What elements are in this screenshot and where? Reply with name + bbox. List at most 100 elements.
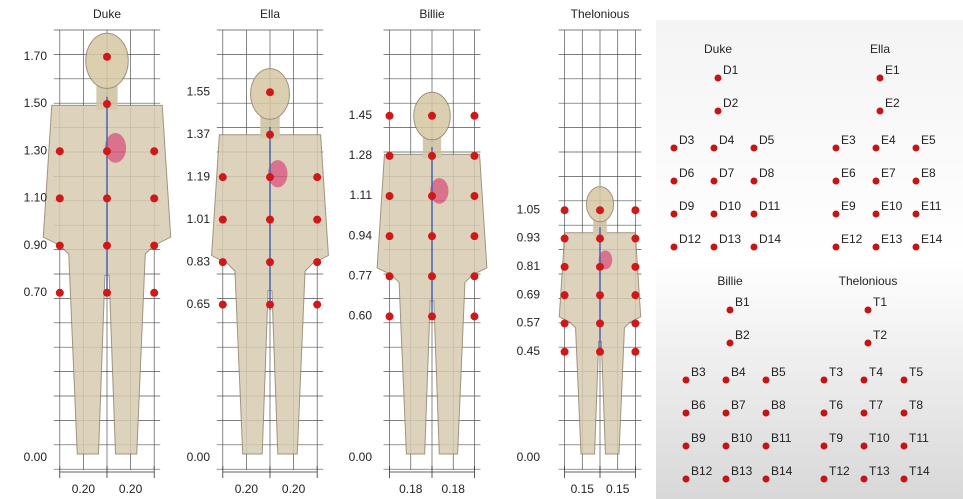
point-marker: [861, 410, 868, 417]
point-marker: [821, 443, 828, 450]
measure-point: [150, 147, 158, 155]
point-label: B10: [731, 431, 753, 445]
point-label: E12: [841, 232, 863, 246]
measure-point: [631, 291, 639, 299]
measure-point: [561, 235, 569, 243]
height-label: 0.83: [187, 254, 211, 268]
point-label: T7: [869, 398, 883, 412]
height-label: 1.55: [187, 84, 211, 98]
point-marker: [763, 377, 770, 384]
measure-point: [103, 53, 111, 61]
measure-point: [56, 289, 64, 297]
point-label: T1: [873, 295, 887, 309]
height-label: 0.00: [349, 450, 373, 464]
measure-point: [103, 100, 111, 108]
measure-point: [428, 112, 436, 120]
point-marker: [833, 244, 840, 251]
point-label: D5: [759, 133, 775, 147]
height-label: 0.00: [517, 450, 541, 464]
measure-point: [266, 173, 274, 181]
point-marker: [877, 108, 884, 115]
point-marker: [671, 178, 678, 185]
height-label: 0.45: [517, 344, 541, 358]
measure-point: [428, 192, 436, 200]
measure-point: [56, 147, 64, 155]
model-panel: Thelonious1.050.930.810.690.570.450.000.…: [517, 7, 642, 496]
point-marker: [723, 443, 730, 450]
point-label: B3: [691, 365, 706, 379]
measure-point: [150, 289, 158, 297]
measure-point: [386, 112, 394, 120]
legend-title: Duke: [704, 42, 732, 56]
height-label: 1.10: [24, 191, 48, 205]
measure-point: [386, 312, 394, 320]
width-label: 0.20: [72, 482, 96, 496]
height-label: 1.45: [349, 108, 373, 122]
height-label: 0.70: [24, 285, 48, 299]
point-marker: [751, 145, 758, 152]
point-label: E11: [921, 199, 942, 213]
point-marker: [833, 211, 840, 218]
point-marker: [711, 211, 718, 218]
measure-point: [470, 312, 478, 320]
point-marker: [913, 211, 920, 218]
point-marker: [727, 340, 734, 347]
point-label: B6: [691, 398, 706, 412]
point-label: D8: [759, 166, 775, 180]
measure-point: [266, 301, 274, 309]
measure-point: [596, 235, 604, 243]
measure-point: [428, 272, 436, 280]
point-label: E1: [885, 63, 900, 77]
point-marker: [821, 410, 828, 417]
height-label: 1.37: [187, 127, 211, 141]
point-marker: [833, 178, 840, 185]
point-label: D14: [759, 232, 781, 246]
point-marker: [671, 211, 678, 218]
measure-point: [428, 312, 436, 320]
point-marker: [873, 145, 880, 152]
measure-point: [386, 232, 394, 240]
height-label: 1.30: [24, 143, 48, 157]
point-label: B14: [771, 464, 793, 478]
width-label: 0.15: [571, 482, 595, 496]
measure-point: [561, 206, 569, 214]
point-label: D12: [679, 232, 701, 246]
point-label: T11: [909, 431, 929, 445]
point-marker: [821, 476, 828, 483]
height-label: 1.11: [350, 188, 373, 202]
point-marker: [865, 340, 872, 347]
height-label: 0.00: [187, 450, 211, 464]
width-label: 0.18: [442, 482, 466, 496]
point-label: D4: [719, 133, 735, 147]
point-label: T4: [869, 365, 883, 379]
point-label: E5: [921, 133, 936, 147]
point-marker: [751, 244, 758, 251]
height-label: 0.94: [349, 228, 373, 242]
point-label: E14: [921, 232, 943, 246]
point-marker: [711, 178, 718, 185]
measure-point: [103, 289, 111, 297]
point-marker: [723, 377, 730, 384]
measure-point: [631, 263, 639, 271]
height-label: 1.19: [187, 169, 211, 183]
point-label: T6: [829, 398, 843, 412]
point-label: T12: [829, 464, 850, 478]
point-label: T2: [873, 328, 887, 342]
point-marker: [901, 443, 908, 450]
measure-point: [428, 232, 436, 240]
height-label: 0.60: [349, 309, 373, 323]
measure-point: [631, 348, 639, 356]
point-label: E6: [841, 166, 856, 180]
point-marker: [901, 410, 908, 417]
height-label: 1.01: [187, 212, 211, 226]
head: [586, 187, 613, 222]
point-marker: [873, 178, 880, 185]
point-marker: [873, 211, 880, 218]
figure: Duke1.701.501.301.100.900.700.000.200.20…: [0, 0, 963, 499]
measure-point: [631, 319, 639, 327]
point-label: B9: [691, 431, 706, 445]
point-marker: [901, 377, 908, 384]
width-label: 0.15: [606, 482, 630, 496]
point-marker: [763, 476, 770, 483]
